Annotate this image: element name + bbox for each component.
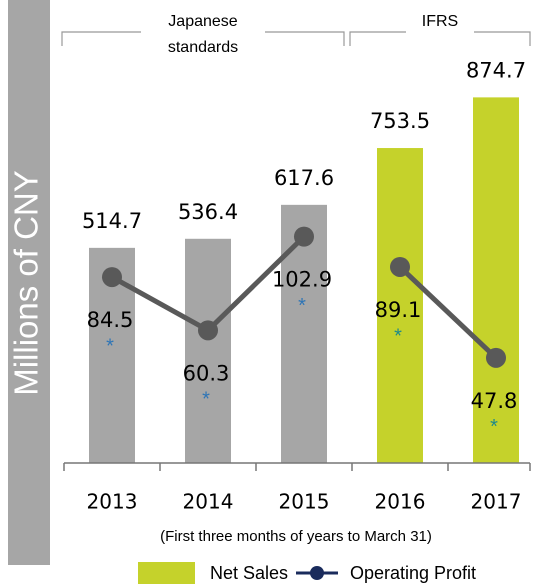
x-tick-label: 2017 (471, 490, 522, 514)
group-label: IFRS (422, 13, 458, 30)
group-bracket (349, 31, 531, 46)
line-value-label: 89.1 (375, 298, 422, 322)
line-point (486, 347, 506, 368)
bar-value-label: 514.7 (82, 209, 142, 233)
line-value-label: 102.9 (272, 268, 332, 292)
note-marker: * (202, 389, 210, 411)
bar (377, 148, 423, 464)
legend-label: Net Sales (210, 563, 288, 583)
line-value-label: 60.3 (183, 361, 230, 385)
x-tick-label: 2016 (375, 490, 426, 514)
bar (185, 238, 231, 463)
note-marker: * (298, 295, 306, 317)
subtitle: (First three months of years to March 31… (160, 528, 432, 545)
line (398, 265, 498, 360)
x-tick-label: 2013 (87, 490, 138, 514)
legend-marker (310, 566, 324, 580)
bar-value-label: 753.5 (370, 109, 430, 133)
bar (473, 97, 519, 463)
legend-swatch (138, 562, 195, 584)
bar-value-label: 874.7 (466, 58, 526, 82)
group-label: Japanese (168, 13, 237, 30)
line-point (294, 226, 314, 247)
line-point (102, 267, 122, 288)
group-label: standards (168, 39, 238, 56)
line-value-label: 47.8 (471, 389, 518, 413)
bar-value-label: 536.4 (178, 200, 238, 224)
line-point (390, 256, 410, 277)
y-label-band (8, 0, 50, 565)
y-axis-label: Millions of CNY (8, 170, 45, 396)
group-bracket (61, 31, 345, 46)
note-marker: * (106, 335, 114, 357)
legend-label: Operating Profit (350, 563, 476, 583)
x-tick-label: 2014 (183, 490, 234, 514)
line-value-label: 84.5 (87, 308, 134, 332)
line-point (198, 320, 218, 341)
x-tick-label: 2015 (279, 490, 330, 514)
note-marker: * (394, 325, 402, 347)
bar-value-label: 617.6 (274, 166, 334, 190)
bar (281, 204, 327, 463)
note-marker: * (490, 416, 498, 438)
